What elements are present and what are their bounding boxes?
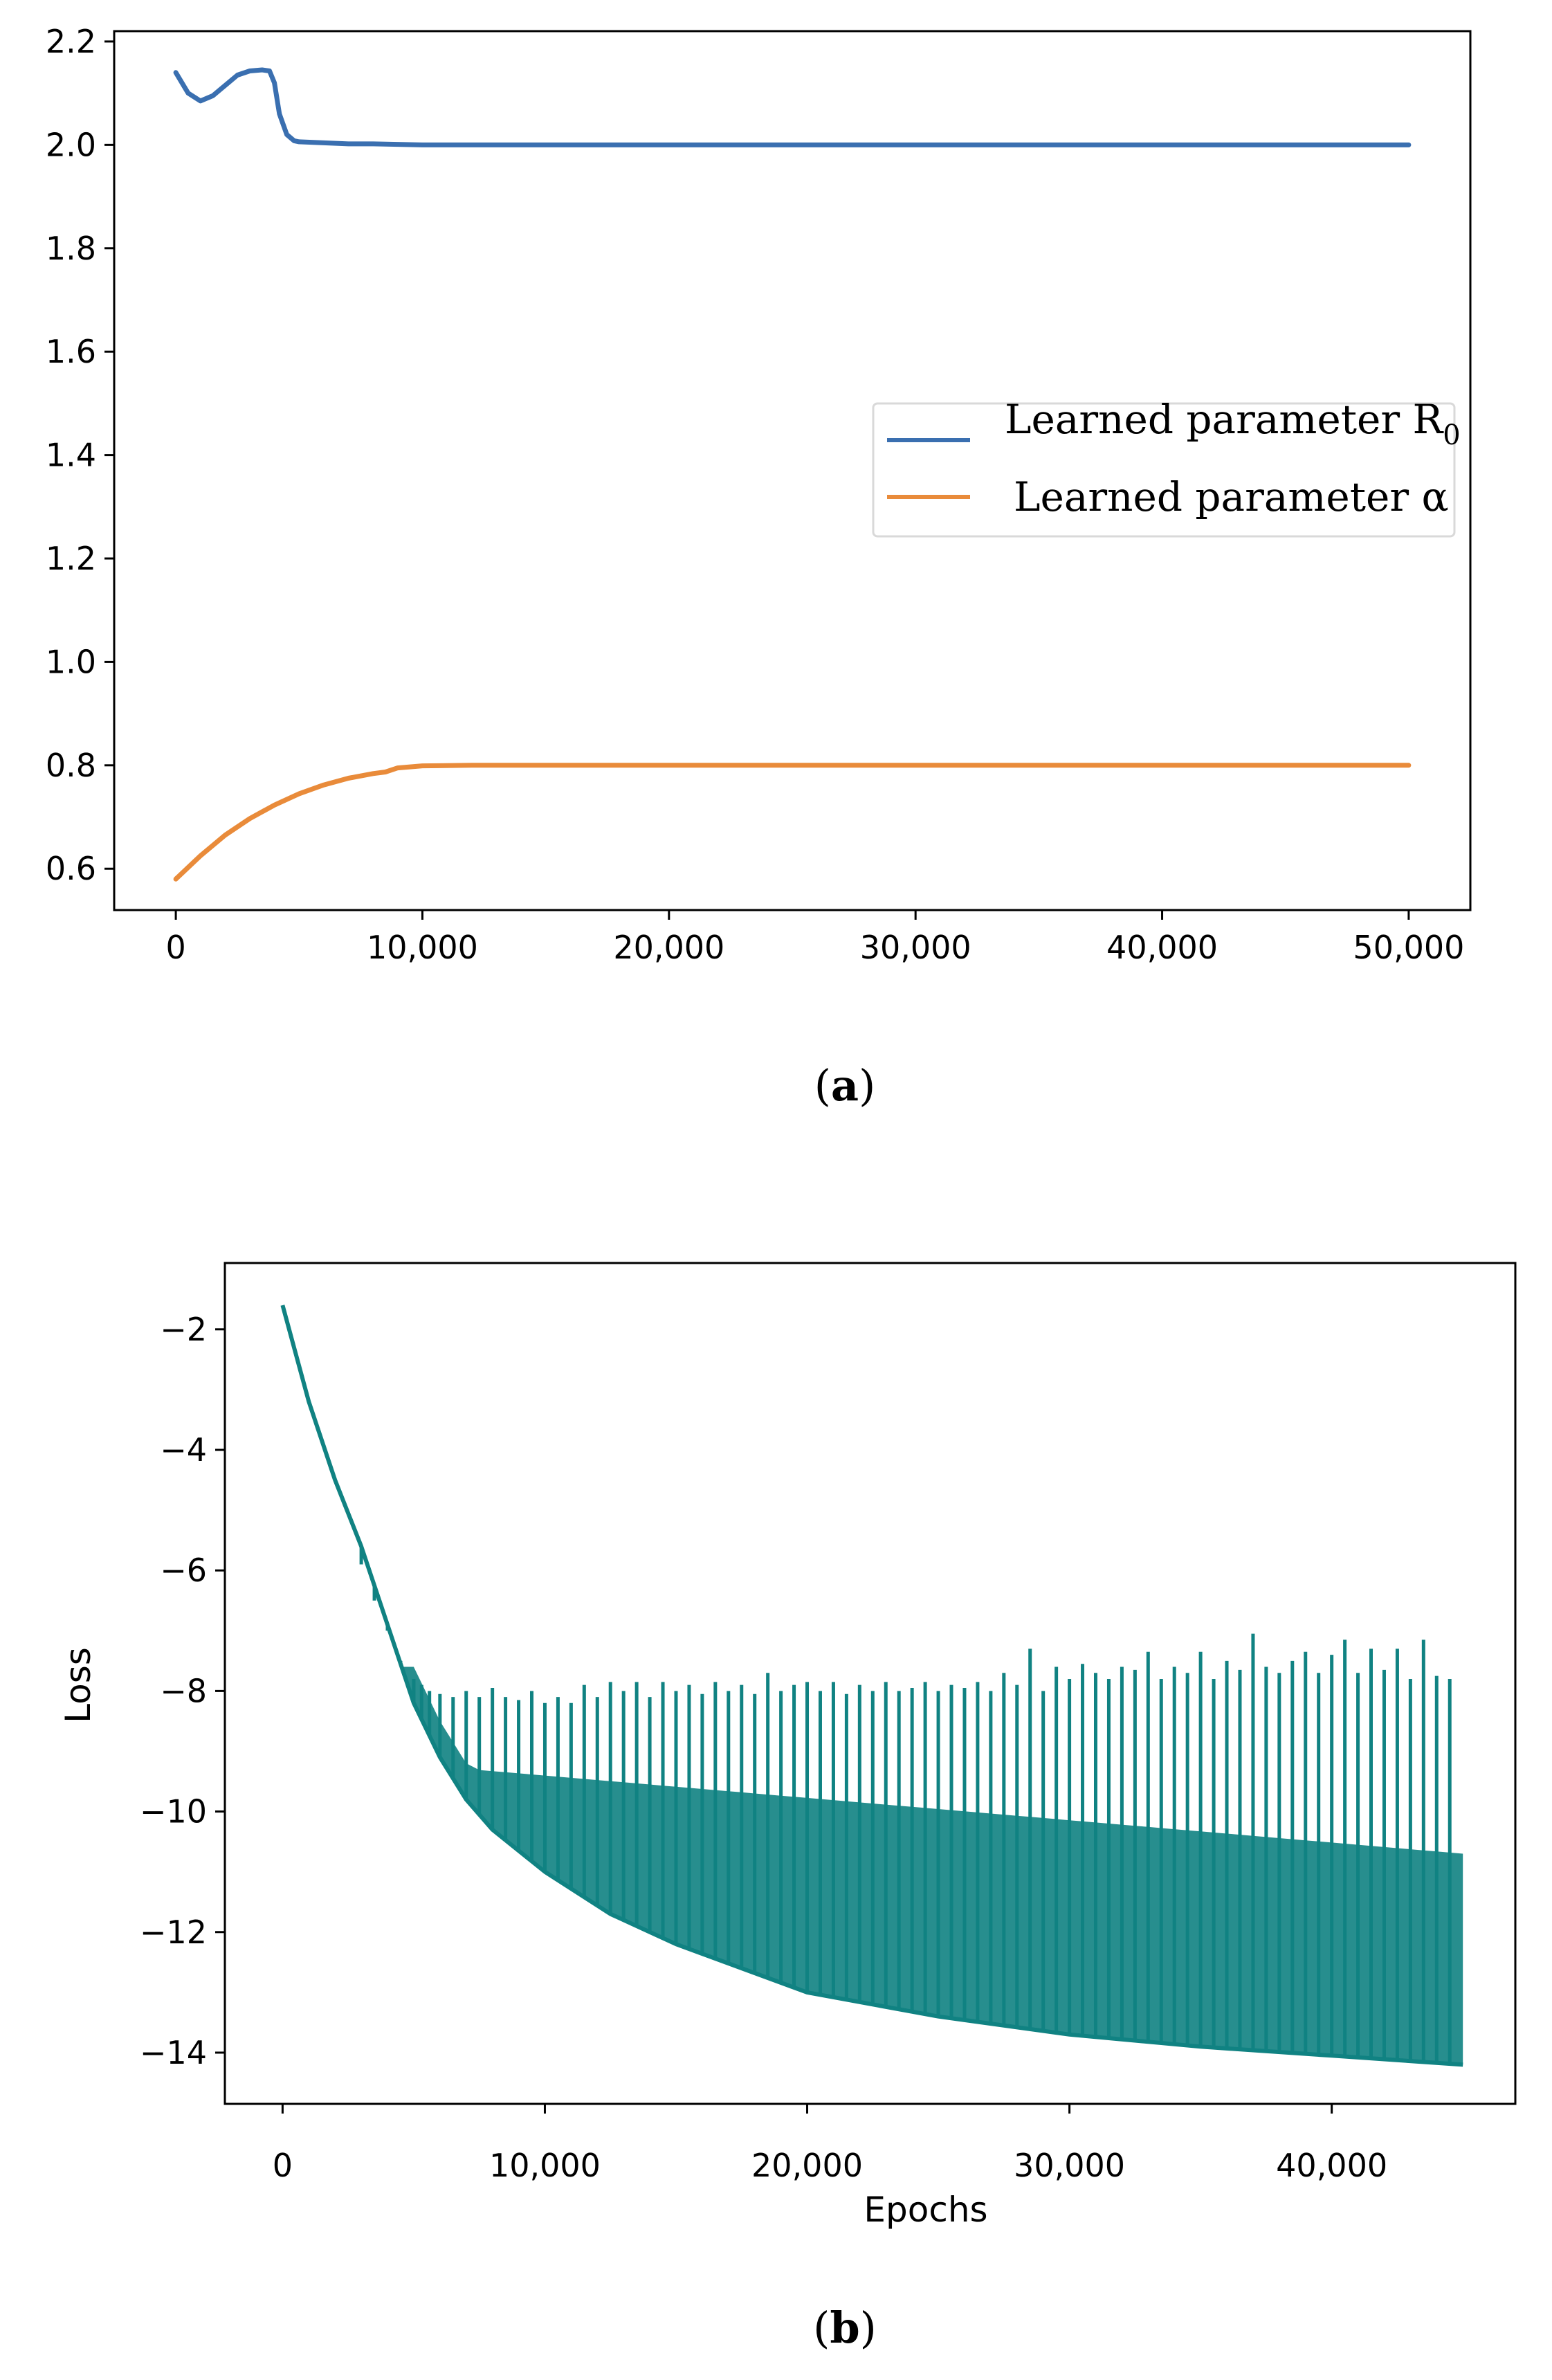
- loss-oscillation-band: [401, 1664, 1463, 2065]
- panel-b-y-tick-label: −2: [160, 1311, 207, 1348]
- panel-a: 0.6 0.8 1.0 1.2 1.4 1.6 1.8 2.0 2.2 0 10,000 20,00…: [46, 23, 1472, 1111]
- panel-b-y-tick-label: −8: [160, 1672, 207, 1709]
- panel-a-x-tick-label: 10,000: [367, 929, 478, 966]
- legend-label-r0: Learned parameter R0: [1005, 396, 1461, 451]
- panel-a-y-tick-label: 2.0: [46, 126, 96, 163]
- panel-a-y-tick-label: 1.8: [46, 230, 96, 267]
- panel-b-y-ticks: −2 −4 −6 −8 −10 −12 −14: [140, 1311, 225, 2071]
- panel-a-x-tick-label: 40,000: [1106, 929, 1218, 966]
- panel-b-y-tick-label: −4: [160, 1431, 207, 1469]
- panel-b-x-tick-label: 10,000: [489, 2147, 601, 2184]
- panel-a-x-ticks: 0 10,000 20,000 30,000 40,000 50,000: [165, 910, 1464, 966]
- legend-label-r0-subscript: 0: [1443, 419, 1460, 451]
- panel-a-caption-open: (: [814, 1060, 831, 1111]
- panel-a-y-tick-label: 0.6: [46, 850, 96, 887]
- panel-b-caption-close: ): [860, 2302, 877, 2353]
- panel-a-plot-frame: [113, 30, 1472, 911]
- panel-a-y-tick-label: 1.6: [46, 333, 96, 370]
- panel-a-x-tick-label: 30,000: [860, 929, 971, 966]
- series-alpha-line: [173, 763, 1412, 882]
- panel-a-y-tick-label: 1.0: [46, 643, 96, 680]
- panel-a-caption-close: ): [859, 1060, 875, 1111]
- panel-b-x-tick-label: 20,000: [751, 2147, 863, 2184]
- panel-a-y-tick-label: 1.4: [46, 437, 96, 474]
- panel-b-plot-frame: [223, 1262, 1517, 2105]
- legend-label-r0-text: Learned parameter R: [1005, 396, 1445, 443]
- panel-b-x-axis-label: Epochs: [864, 2190, 987, 2230]
- panel-a-y-ticks: 0.6 0.8 1.0 1.2 1.4 1.6 1.8 2.0 2.2: [46, 23, 114, 887]
- panel-b-x-ticks: 0 10,000 20,000 30,000 40,000: [273, 2104, 1387, 2184]
- series-r0-line: [173, 67, 1412, 147]
- panel-b: −2 −4 −6 −8 −10 −12 −14 0 10,000 20,000 30,000 40,…: [58, 1262, 1517, 2353]
- legend-box: [872, 402, 1456, 538]
- panel-b-y-tick-label: −6: [160, 1552, 207, 1589]
- panel-a-y-tick-label: 1.2: [46, 540, 96, 577]
- panel-b-x-tick-label: 30,000: [1014, 2147, 1125, 2184]
- panel-b-caption-open: (: [813, 2302, 830, 2353]
- legend-label-alpha: Learned parameter α: [1014, 473, 1449, 520]
- panel-b-y-tick-label: −10: [140, 1793, 207, 1831]
- panel-a-legend: Learned parameter R0 Learned parameter α: [872, 396, 1461, 538]
- panel-a-x-tick-label: 20,000: [613, 929, 724, 966]
- panel-b-x-tick-label: 0: [273, 2147, 293, 2184]
- panel-a-y-tick-label: 0.8: [46, 747, 96, 784]
- panel-a-caption-letter: a: [831, 1060, 859, 1111]
- panel-b-caption-letter: b: [830, 2302, 859, 2353]
- panel-a-x-tick-label: 0: [165, 929, 185, 966]
- panel-a-y-tick-label: 2.2: [46, 23, 96, 60]
- panel-a-series: [173, 67, 1412, 882]
- panel-b-y-tick-label: −12: [140, 1914, 207, 1951]
- panel-b-x-tick-label: 40,000: [1276, 2147, 1387, 2184]
- panel-a-x-tick-label: 50,000: [1353, 929, 1464, 966]
- panel-b-caption: (b): [813, 2302, 877, 2353]
- panel-b-series: [280, 1305, 1463, 2067]
- panel-b-y-axis-label: Loss: [58, 1647, 98, 1723]
- panel-a-caption: (a): [814, 1060, 876, 1111]
- panel-b-y-tick-label: −14: [140, 2034, 207, 2071]
